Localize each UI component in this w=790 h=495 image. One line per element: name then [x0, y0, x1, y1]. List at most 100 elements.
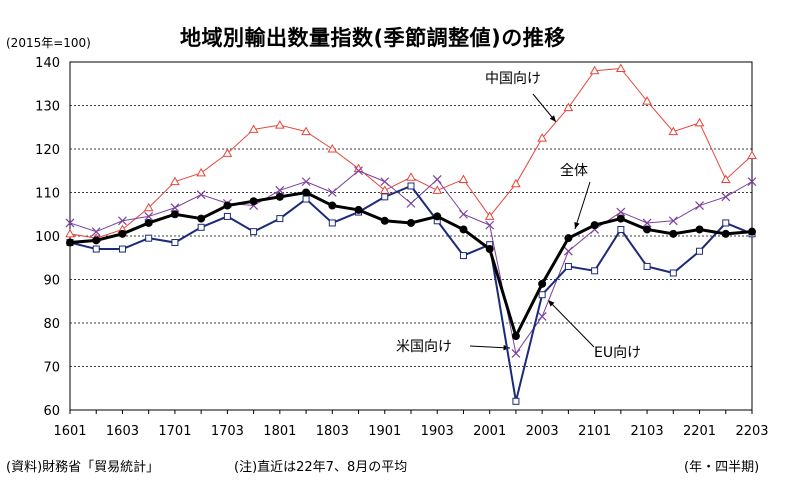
data-point-stroke — [118, 216, 127, 226]
y-tick-label: 120 — [35, 143, 60, 158]
x-tick-label: 1701 — [158, 424, 191, 439]
data-point — [92, 236, 101, 245]
data-point — [485, 220, 495, 230]
data-point — [720, 174, 731, 183]
data-point — [380, 216, 389, 225]
data-point — [406, 172, 416, 181]
x-tick-label: 1903 — [421, 424, 454, 439]
data-point — [748, 227, 756, 236]
series-triangle — [65, 63, 757, 242]
data-point — [721, 192, 731, 202]
annotation-china: 中国向け — [485, 71, 541, 87]
data-point — [537, 133, 548, 142]
data-point — [616, 207, 626, 217]
data-point — [563, 102, 574, 112]
leader-eu — [547, 299, 595, 348]
data-point — [170, 210, 179, 219]
data-point — [721, 229, 730, 238]
data-point — [643, 262, 651, 270]
data-point — [668, 126, 679, 136]
data-point — [747, 150, 757, 160]
data-point-stroke — [747, 177, 757, 187]
data-point — [354, 205, 363, 214]
data-point — [694, 117, 705, 127]
y-tick-label: 130 — [35, 100, 60, 115]
x-tick-label: 1703 — [211, 424, 244, 439]
data-point — [590, 221, 599, 230]
data-point — [118, 229, 127, 238]
data-point — [118, 216, 127, 226]
x-tick-label: 2203 — [735, 424, 768, 439]
data-point — [354, 166, 363, 176]
data-point-stroke — [327, 188, 337, 197]
data-point — [406, 198, 416, 208]
data-point — [144, 212, 154, 221]
tick-labels: 60 70 80 90 100 110 120 130 140 1601 1603 1701 1703 1… — [35, 56, 768, 439]
data-point — [197, 223, 205, 231]
y-tick-label: 90 — [43, 274, 60, 289]
data-point — [275, 185, 285, 195]
data-point — [301, 126, 311, 136]
data-point-stroke — [91, 227, 101, 237]
data-point — [669, 229, 678, 238]
annotation-eu: EU向け — [594, 345, 642, 361]
data-point — [642, 96, 652, 105]
data-point-stroke — [537, 312, 547, 321]
data-point-stroke — [432, 175, 442, 184]
data-point — [327, 143, 338, 153]
data-point — [722, 219, 730, 227]
data-point — [695, 201, 704, 210]
y-tick-label: 100 — [35, 230, 60, 245]
leader-china-head — [549, 115, 556, 122]
series-square — [66, 182, 756, 405]
data-point — [302, 195, 310, 203]
data-point — [380, 177, 390, 187]
y-tick-label: 70 — [43, 361, 60, 376]
data-point — [511, 178, 521, 188]
data-point — [407, 218, 415, 227]
source-note: (資料)財務省「貿易統計」 — [6, 460, 160, 475]
data-point — [65, 228, 75, 238]
data-point — [643, 225, 652, 234]
data-point — [668, 216, 678, 226]
data-point-stroke — [668, 216, 678, 226]
data-point — [407, 182, 415, 190]
data-point — [170, 176, 180, 186]
series-line — [69, 170, 753, 355]
data-point — [695, 225, 704, 234]
data-point — [328, 219, 336, 227]
data-point — [432, 175, 442, 184]
data-point — [458, 174, 469, 183]
data-point — [92, 245, 100, 253]
data-point-stroke — [380, 177, 390, 187]
data-point-stroke — [144, 212, 154, 221]
y-tick-label: 60 — [43, 404, 60, 419]
data-point-stroke — [459, 209, 468, 219]
data-point-stroke — [406, 198, 416, 208]
y-tick-label: 80 — [43, 317, 60, 332]
data-point-stroke — [721, 192, 731, 202]
data-point — [171, 239, 179, 247]
data-point — [379, 185, 390, 194]
x-tick-label: 2201 — [683, 424, 716, 439]
data-point — [696, 247, 704, 255]
data-point — [302, 188, 311, 197]
data-point — [328, 201, 337, 210]
chart-title: 地域別輸出数量指数(季節調整値)の推移 — [180, 26, 566, 50]
data-point — [511, 332, 520, 341]
data-point — [301, 177, 311, 187]
data-point — [170, 203, 180, 213]
data-point-stroke — [301, 177, 311, 187]
leader-total-head — [574, 222, 580, 229]
y-tick-label: 110 — [35, 187, 60, 202]
data-point — [327, 188, 337, 197]
data-point — [197, 214, 206, 223]
data-point-stroke — [65, 218, 75, 228]
data-point — [222, 148, 233, 157]
data-point-stroke — [642, 218, 652, 228]
data-point — [669, 269, 677, 277]
data-point — [274, 120, 285, 129]
x-unit-label: (年・四半期) — [684, 460, 760, 475]
data-point — [459, 252, 467, 260]
data-point — [615, 63, 626, 73]
